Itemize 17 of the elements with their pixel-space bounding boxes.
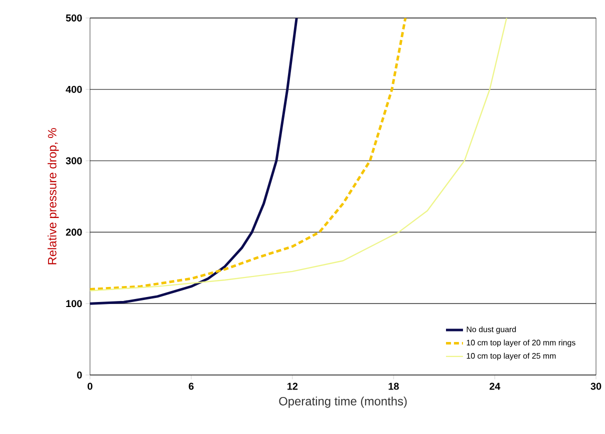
x-tick-label: 18 bbox=[388, 382, 399, 390]
y-axis-title: Relative pressure drop, % bbox=[48, 128, 59, 264]
x-tick-label: 24 bbox=[490, 382, 500, 390]
y-tick-label: 300 bbox=[66, 157, 82, 164]
x-tick-label: 6 bbox=[188, 382, 194, 390]
y-tick-label: 200 bbox=[66, 228, 82, 236]
x-tick-label: 12 bbox=[287, 382, 298, 390]
y-tick-label: 500 bbox=[66, 14, 82, 22]
y-tick-label: 100 bbox=[66, 300, 82, 308]
line-series bbox=[90, 18, 298, 305]
y-tick-label: 400 bbox=[66, 86, 82, 93]
line-series bbox=[90, 18, 407, 291]
x-tick-label: 0 bbox=[88, 382, 92, 390]
x-axis-title: Operating time (months) bbox=[279, 396, 407, 408]
x-tick-label: 30 bbox=[590, 382, 602, 390]
y-tick-label: 0 bbox=[77, 371, 82, 379]
line-series bbox=[90, 18, 508, 292]
